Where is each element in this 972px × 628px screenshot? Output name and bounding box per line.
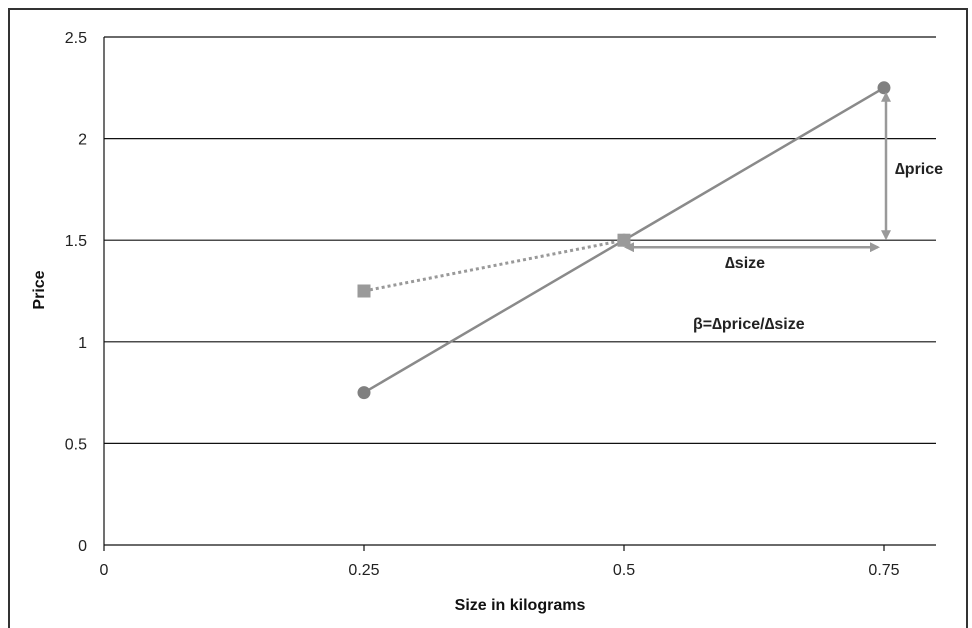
data-point-square [617, 233, 631, 247]
annotation-arrows [624, 91, 891, 253]
y-axis-ticks: 0 0.5 1 1.5 2 2.5 [65, 30, 87, 555]
chart-frame [8, 8, 968, 628]
x-tick-label: 0.75 [868, 562, 899, 579]
x-axis-ticks: 0 0.25 0.5 0.75 [100, 545, 900, 579]
series [357, 81, 891, 400]
y-tick-label: 2.5 [65, 30, 87, 47]
y-tick-label: 0 [78, 538, 87, 555]
y-tick-label: 1 [78, 335, 87, 352]
y-axis-title: Price [31, 270, 48, 309]
x-tick-label: 0.25 [348, 562, 379, 579]
data-point-circle [357, 386, 371, 400]
beta-formula-label: β=∆price/∆size [693, 316, 805, 333]
y-tick-label: 1.5 [65, 233, 87, 250]
delta-size-label: ∆size [725, 255, 765, 272]
x-axis-title: Size in kilograms [455, 597, 586, 614]
x-tick-label: 0.5 [613, 562, 635, 579]
data-point-circle [877, 81, 891, 95]
y-tick-label: 0.5 [65, 436, 87, 453]
delta-price-label: ∆price [895, 161, 943, 178]
gridlines [103, 36, 936, 546]
y-tick-label: 2 [78, 132, 87, 149]
data-point-square [357, 284, 371, 298]
x-tick-label: 0 [100, 562, 109, 579]
series-line-1 [363, 238, 625, 293]
